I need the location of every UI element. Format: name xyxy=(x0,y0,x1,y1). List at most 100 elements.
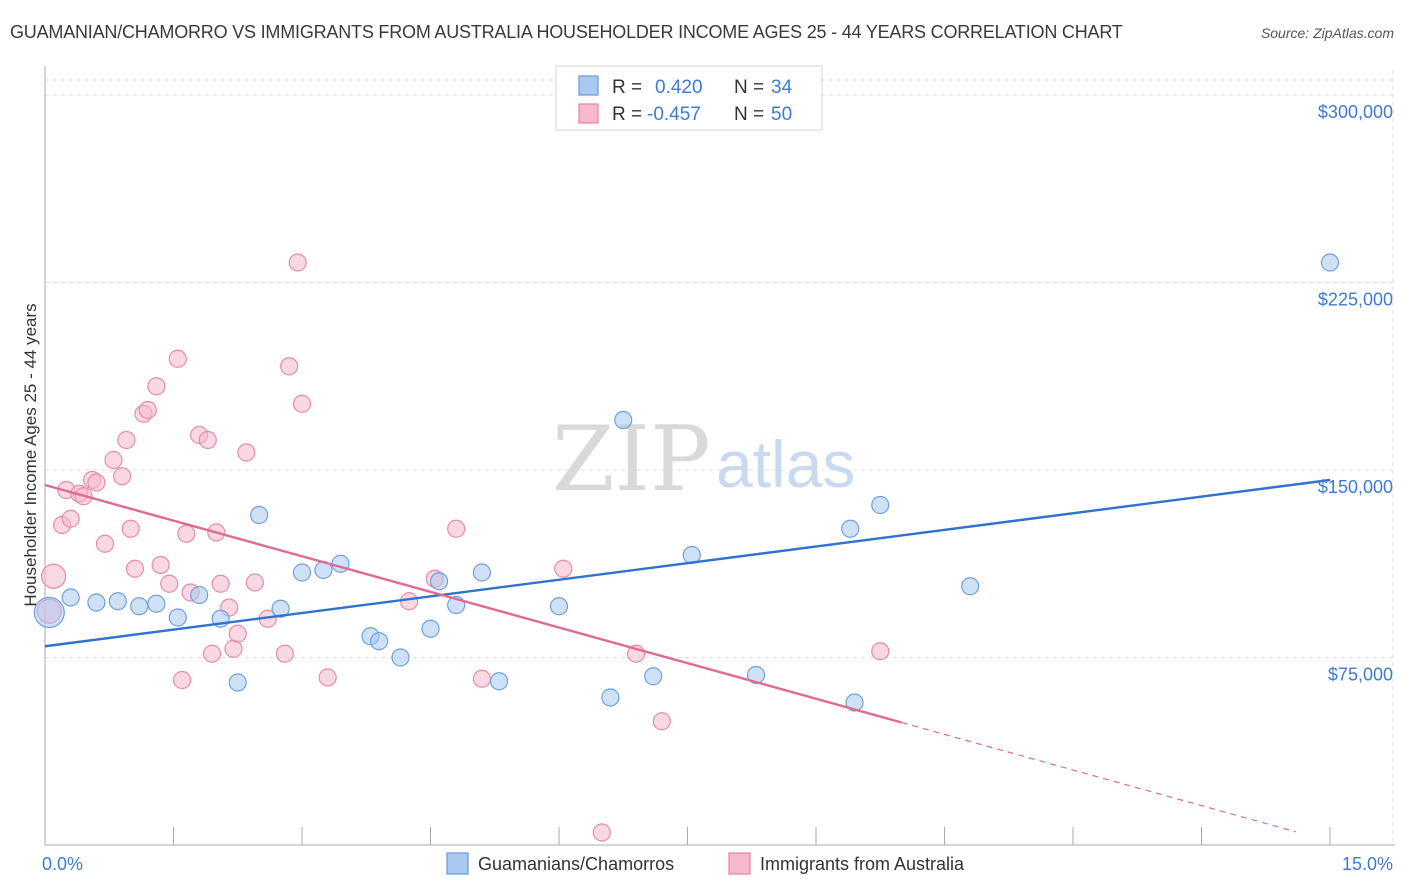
series-immigrants-from-australia xyxy=(36,253,890,842)
data-point-pink xyxy=(198,430,217,450)
trend-lines xyxy=(44,478,1331,833)
data-point-pink xyxy=(592,823,611,842)
source-credit: Source: ZipAtlas.com xyxy=(1260,25,1394,41)
data-point-blue xyxy=(845,693,864,712)
data-point-blue xyxy=(130,597,149,616)
data-point-blue xyxy=(61,588,80,607)
watermark-zip: ZIP xyxy=(552,407,711,512)
data-point-blue xyxy=(472,563,491,582)
legend-pink-r-label: R = xyxy=(612,104,642,125)
data-point-blue xyxy=(292,563,312,582)
data-point-pink xyxy=(147,377,166,396)
data-point-blue xyxy=(421,619,440,638)
data-point-pink xyxy=(472,669,491,688)
y-tick-labels: $75,000 $150,000 $225,000 $300,000 xyxy=(1318,102,1393,685)
correlation-legend: R = 0.420 N = 34 R = -0.457 N = 50 xyxy=(555,65,823,131)
data-point-pink xyxy=(125,559,145,578)
legend-blue-n-value: 34 xyxy=(771,77,793,98)
data-point-pink xyxy=(177,524,196,543)
data-point-pink xyxy=(112,467,132,486)
bottom-legend-pink-label: Immigrants from Australia xyxy=(760,854,965,874)
data-point-pink xyxy=(202,644,222,663)
data-point-pink xyxy=(211,574,230,593)
data-point-blue xyxy=(871,495,890,515)
data-point-blue xyxy=(549,597,569,616)
data-point-pink xyxy=(280,357,299,376)
data-point-blue xyxy=(147,594,166,613)
data-point-pink xyxy=(318,668,337,687)
data-point-pink xyxy=(117,430,136,450)
data-point-pink xyxy=(288,253,307,272)
data-point-blue xyxy=(370,632,389,651)
data-point-pink xyxy=(61,509,80,528)
chart-title: GUAMANIAN/CHAMORRO VS IMMIGRANTS FROM AU… xyxy=(10,22,1123,42)
bottom-legend: Guamanians/Chamorros Immigrants from Aus… xyxy=(446,852,965,875)
y-tick-label: $150,000 xyxy=(1318,477,1393,497)
data-point-pink xyxy=(138,400,157,420)
bottom-legend-blue-label: Guamanians/Chamorros xyxy=(478,854,674,874)
data-point-pink xyxy=(871,642,890,661)
legend-pink-n-value: 50 xyxy=(771,104,792,125)
data-point-pink xyxy=(245,573,264,592)
y-tick-label: $225,000 xyxy=(1318,290,1393,310)
legend-blue-r-value: 0.420 xyxy=(655,77,703,98)
legend-blue-n-label: N = xyxy=(734,77,764,98)
data-point-blue xyxy=(429,572,449,591)
legend-swatch-pink xyxy=(578,103,599,124)
data-point-blue xyxy=(391,648,410,667)
data-point-blue xyxy=(644,667,663,686)
x-tick-label-max: 15.0% xyxy=(1342,854,1393,874)
legend-swatch-blue xyxy=(578,75,599,96)
data-point-pink xyxy=(95,534,115,553)
data-point-pink xyxy=(40,563,67,589)
data-point-blue xyxy=(190,585,209,605)
data-point-blue xyxy=(271,599,290,618)
data-point-blue xyxy=(250,505,269,525)
trend-line-pink-extension xyxy=(901,721,1296,833)
data-point-blue xyxy=(601,688,620,707)
data-point-pink xyxy=(160,574,179,593)
trend-line-pink xyxy=(44,483,902,724)
data-point-pink xyxy=(228,624,247,643)
watermark-atlas: atlas xyxy=(716,427,855,501)
data-point-blue xyxy=(168,608,187,627)
data-point-pink xyxy=(447,519,466,538)
data-point-blue xyxy=(489,672,509,691)
legend-pink-n-label: N = xyxy=(734,104,764,125)
data-point-pink xyxy=(151,555,170,575)
x-tick-label-min: 0.0% xyxy=(42,854,83,874)
data-point-blue xyxy=(614,410,633,430)
data-point-pink xyxy=(292,394,312,413)
data-point-pink xyxy=(121,519,140,538)
y-tick-label: $75,000 xyxy=(1328,665,1393,685)
series-guamanians-chamorros xyxy=(33,253,1340,712)
bottom-legend-swatch-blue xyxy=(446,852,469,875)
data-point-pink xyxy=(172,670,192,690)
data-point-blue xyxy=(841,519,860,538)
data-point-pink xyxy=(399,592,419,611)
data-point-pink xyxy=(652,712,671,731)
data-point-blue xyxy=(961,577,980,596)
data-point-blue xyxy=(108,592,127,611)
y-tick-label: $300,000 xyxy=(1318,102,1393,122)
data-point-blue xyxy=(1320,253,1340,272)
data-point-blue xyxy=(87,593,106,612)
legend-blue-r-label: R = xyxy=(612,77,642,98)
y-axis-label: Householder Income Ages 25 - 44 years xyxy=(21,303,40,606)
bottom-legend-swatch-pink xyxy=(728,852,751,875)
data-point-pink xyxy=(87,473,106,492)
data-point-pink xyxy=(104,450,123,470)
data-point-pink xyxy=(554,559,573,578)
data-point-blue xyxy=(228,673,247,692)
legend-pink-r-value: -0.457 xyxy=(647,104,701,125)
axes xyxy=(44,66,1395,846)
data-point-pink xyxy=(224,639,243,658)
data-point-pink xyxy=(168,349,187,368)
data-point-pink xyxy=(275,644,294,663)
x-tick-labels: 0.0% 15.0% xyxy=(42,854,1393,874)
data-point-blue xyxy=(33,596,65,629)
trend-line-blue xyxy=(44,478,1331,648)
data-point-pink xyxy=(237,443,256,462)
data-point-blue xyxy=(746,665,766,685)
